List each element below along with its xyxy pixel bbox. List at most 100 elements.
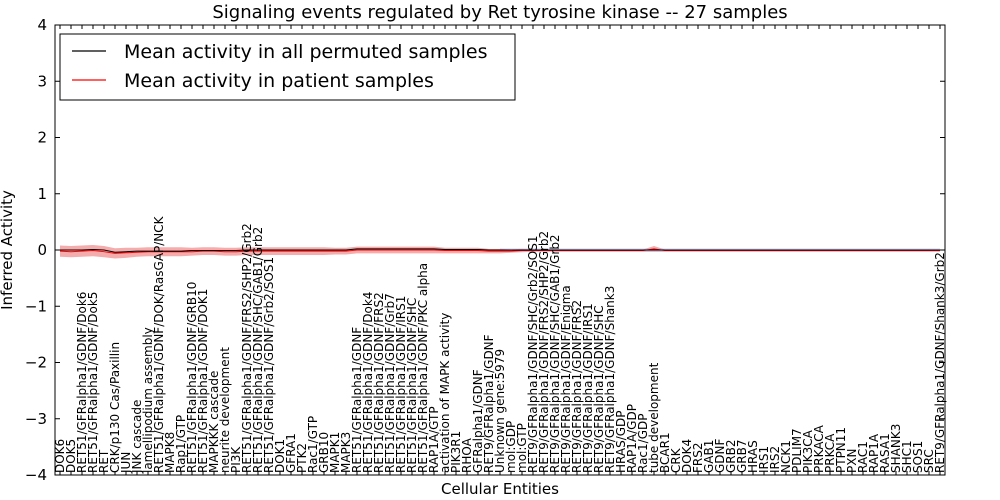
x-tick-label: MAPK8 [163,432,177,473]
y-tick-label: −2 [25,354,47,372]
x-tick-label: RET9/GFRalpha1/GDNF/IRS1 [581,303,595,473]
x-tick-label: GRB7 [735,439,749,473]
x-tick-label: PTK2 [295,443,309,473]
series-line-permuted [60,248,940,253]
x-tick-label: RASA1 [878,433,892,473]
y-tick-label: 2 [37,129,47,147]
y-tick-label: 0 [37,241,47,259]
x-tick-label: RET51/GFRalpha1/GDNF/DOK1 [196,289,210,473]
x-tick-label: Rap1/GTP [174,415,188,473]
x-tick-label: PIK3CA [801,429,815,473]
x-tick-label: Unknown gene:5979 [493,349,507,473]
x-tick-label: RET9/GFRalpha1/GDNF [482,334,496,473]
x-tick-label: GRB2 [724,439,738,473]
x-tick-label: BCAR1 [658,432,672,473]
x-tick-label: RET51/GFRalpha1/GDNF/SHC/GAB1/Grb2 [251,227,265,473]
x-tick-label: RET51/GFRalpha1/GDNF/SHC [405,298,419,473]
x-tick-label: PDLIM7 [790,428,804,473]
x-tick-label: RET9/GFRalpha1/GDNF/FRS2 [570,300,584,473]
y-tick-label: 3 [37,72,47,90]
y-tick-label: −1 [25,297,47,315]
patient-band [60,244,940,259]
x-tick-label: SOS1 [911,441,925,473]
x-tick-label: RET51/GFRalpha1/GDNF/FRS2 [372,292,386,473]
legend: Mean activity in all permuted samples Me… [59,33,516,101]
x-tick-label: GFRalpha1/GDNF [471,369,485,473]
x-tick-label: RET9/GFRalpha1/GDNF/SHC/GAB1/Grb2 [548,234,562,473]
x-tick-label: GRB10 [317,432,331,473]
x-tick-label: JNK cascade [130,400,144,474]
x-tick-label: RAP1A [867,433,881,473]
x-tick-label: SRC [922,449,936,473]
y-tick-label: −4 [25,466,47,484]
x-tick-label: HRAS [746,440,760,473]
legend-label-permuted: Mean activity in all permuted samples [124,41,487,63]
x-tick-label: RET51/GFRalpha1/GDNF/IRS1 [394,296,408,473]
x-tick-label: RET51/GFRalpha1/GDNF/DOK/RasGAP/NCK [152,215,166,473]
x-tick-label: mol:GTP [515,423,529,473]
x-tick-label: RET51/GFRalpha1/GDNF/Grb2/SOS1 [262,257,276,473]
x-tick-label: PTPN11 [834,427,848,473]
x-tick-label: PRKCA [823,433,837,473]
x-tick-label: DOK1 [273,439,287,473]
x-tick-label: RET51/GFRalpha1/GDNF [350,327,364,473]
x-tick-label: SHANK3 [889,424,903,473]
chart-title: Signaling events regulated by Ret tyrosi… [212,2,787,23]
x-tick-label: DOK4 [680,439,694,473]
x-tick-label: RET51/GFRalpha1/GDNF/Dok4 [361,292,375,473]
x-tick-label: CRK/p130 Cas/Paxillin [108,342,122,473]
x-tick-label: Rac1/GTP [306,416,320,473]
x-tick-label: MAPK1 [328,432,342,473]
x-tick-label: PIK3R1 [449,431,463,473]
x-tick-label: GAB1 [702,440,716,473]
x-tick-label: RET9/GFRalpha1/GDNF/Enigma [559,285,573,473]
x-tick-label: RET9/GFRalpha1/GDNF/FRS2/SHP2/Grb2 [537,231,551,473]
x-axis-label: Cellular Entities [441,480,559,498]
x-tick-label: IRS2 [768,446,782,473]
x-tick-label: lamellipodium assembly [141,327,155,473]
x-tick-label: RET51/GFRalpha1/GDNF/Dok6 [75,292,89,473]
y-tick-label: 1 [37,185,47,203]
x-tick-label: RET9/GFRalpha1/GDNF/Shank3/Grb2 [933,252,947,473]
x-tick-label: RET9/GFRalpha1/GDNF/SHC [592,305,606,473]
x-tick-label: RET51/GFRalpha1/GDNF/Dok5 [86,292,100,473]
series-line-patient [59,248,940,254]
x-tick-label: GFRA1 [284,433,298,473]
x-tick-label: RAP1A/GDP [625,404,639,473]
x-tick-label: RET51/GFRalpha1/GDNF/Grb7 [383,293,397,473]
x-tick-label: PXN [845,449,859,473]
x-tick-label: RET51/GFRalpha1/GDNF/GRB10 [185,282,199,473]
y-tick-label: 4 [37,16,47,34]
legend-label-patient: Mean activity in patient samples [124,70,434,92]
x-tick-label: tube development [647,362,661,473]
x-tick-label: neurite development [218,347,232,473]
x-tick-label: FRS2 [691,443,705,474]
x-tick-label: CRK [669,447,683,473]
x-tick-label: RET51/GFRalpha1/GDNF/PKC alpha [416,263,430,473]
x-tick-label: RAP1A/GTP [427,406,441,473]
x-tick-label: PRKACA [812,424,826,473]
x-tick-label: RHOA [460,437,474,473]
x-tick-label: mol:GDP [504,421,518,473]
x-tick-label: IRS1 [757,446,771,473]
x-tick-label: RET [97,449,111,473]
x-tick-label: RET51/GFRalpha1/GDNF/FRS2/SHP2/Grb2 [240,223,254,473]
x-tick-label: RAC1 [856,441,870,473]
x-tick-label: DOK6 [53,439,67,473]
x-tick-label: GDNF [713,438,727,473]
x-tick-label: PI3K [229,446,243,473]
x-tick-label: NCK1 [779,440,793,473]
x-tick-label: MAPK3 [339,432,353,473]
x-tick-label: activation of MAPK activity [438,313,452,473]
x-tick-label: RET9/GFRalpha1/GDNF/SHC/Grb2/SOS1 [526,235,540,473]
y-tick-label: −3 [25,410,47,428]
x-tick-label: Rac1/GDP [636,414,650,473]
y-axis-label: Inferred Activity [0,190,16,310]
x-tick-label: JUN [119,452,133,474]
legend-box [59,33,516,101]
x-tick-label: DOK5 [64,439,78,473]
x-tick-label: RET9/GFRalpha1/GDNF/Shank3 [603,286,617,473]
x-tick-label: MAPKKK cascade [207,371,221,473]
x-tick-label: HRAS/GDP [614,410,628,473]
